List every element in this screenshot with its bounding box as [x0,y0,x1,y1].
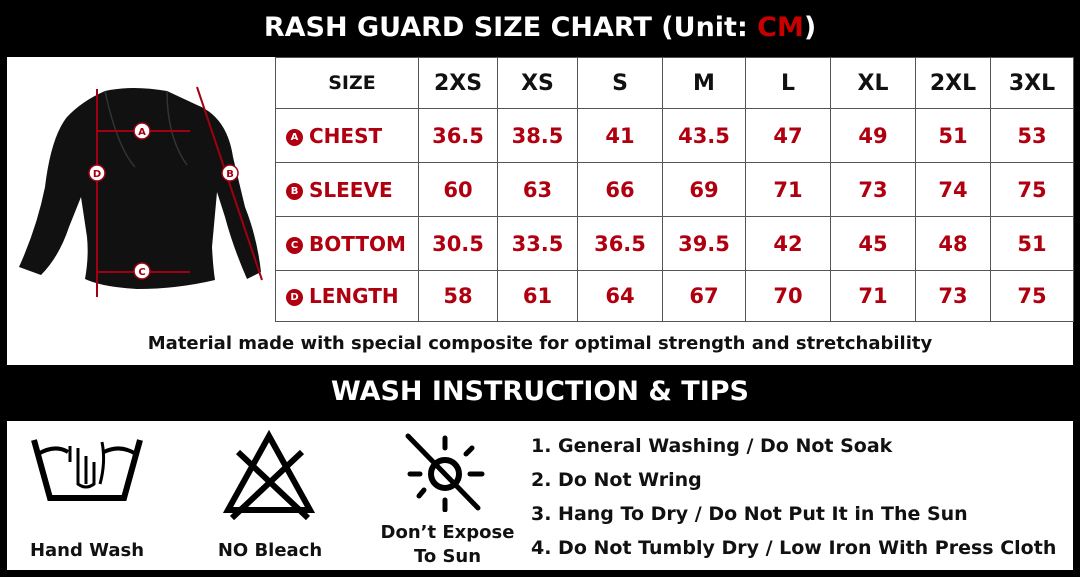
size-col: 2XS [418,57,498,109]
marker-c [133,262,151,280]
table-cell: 30.5 [418,216,498,271]
badge-d: D [286,289,303,306]
svg-text:B: B [226,169,234,180]
table-cell: 74 [915,162,991,217]
badge-b: B [286,182,303,200]
table-header-row: SIZE 2XS XS S M L XL 2XL 3XL [275,57,1074,109]
wash-panel [7,421,1073,570]
tip-item: 3. Hang To Dry / Do Not Put It in The Su… [531,503,968,525]
no-sun-label-line1: Don’t Expose [380,522,515,543]
label-text: CHEST [309,123,383,148]
table-cell: 49 [830,108,916,163]
table-cell: 33.5 [497,216,578,271]
label-text: SLEEVE [309,177,393,202]
title-suffix: ) [803,12,817,43]
size-table: SIZE 2XS XS S M L XL 2XL 3XL A CHEST 36.5 3… [275,57,1074,322]
size-col: XL [830,57,916,109]
badge-a: A [286,128,303,146]
table-cell: 75 [990,270,1074,322]
wash-title: WASH INSTRUCTION & TIPS [331,376,749,407]
wash-tips: 1. General Washing / Do Not Soak 2. Do N… [531,432,1056,568]
marker-a [133,122,151,140]
size-header: SIZE [275,57,419,109]
table-cell: 47 [745,108,831,163]
svg-text:C: C [138,267,145,278]
table-cell: 53 [990,108,1074,163]
marker-b [221,164,239,182]
measurement-label: C BOTTOM [275,216,419,271]
measurement-label: B SLEEVE [275,162,419,217]
tip-item: 4. Do Not Tumbly Dry / Low Iron With Pre… [531,537,1057,559]
table-cell: 42 [745,216,831,271]
size-col: S [577,57,663,109]
table-cell: 71 [745,162,831,217]
table-cell: 60 [418,162,498,217]
table-cell: 36.5 [418,108,498,163]
tip-item: 2. Do Not Wring [531,469,702,491]
table-cell: 51 [915,108,991,163]
table-cell: 58 [418,270,498,322]
table-cell: 70 [745,270,831,322]
svg-text:A: A [138,127,146,138]
svg-text:D: D [93,169,101,180]
table-row: C BOTTOM 30.5 33.5 36.5 39.5 42 45 48 51 [275,216,1074,271]
table-cell: 63 [497,162,578,217]
table-cell: 61 [497,270,578,322]
rash-guard-diagram: A D B C [19,86,263,297]
badge-c: C [286,236,303,254]
material-note: Material made with special composite for… [147,333,933,354]
table-cell: 39.5 [662,216,746,271]
measurement-label: A CHEST [275,108,419,163]
table-cell: 75 [990,162,1074,217]
size-col: M [662,57,746,109]
no-bleach-label: NO Bleach [217,540,323,561]
table-cell: 73 [830,162,916,217]
table-cell: 69 [662,162,746,217]
table-cell: 67 [662,270,746,322]
size-col: 3XL [990,57,1074,109]
table-cell: 66 [577,162,663,217]
hand-wash-icon [31,439,143,501]
table-cell: 48 [915,216,991,271]
no-sun-label-line2: To Sun [413,546,482,567]
table-row: B SLEEVE 60 63 66 69 71 73 74 75 [275,162,1074,217]
no-sun-icon [405,433,485,512]
size-col: L [745,57,831,109]
size-col: 2XL [915,57,991,109]
table-cell: 38.5 [497,108,578,163]
marker-d [88,164,106,182]
table-cell: 51 [990,216,1074,271]
table-cell: 73 [915,270,991,322]
table-row: A CHEST 36.5 38.5 41 43.5 47 49 51 53 [275,108,1074,163]
size-col: XS [497,57,578,109]
title-unit: CM [757,12,804,43]
chart-title: RASH GUARD SIZE CHART (Unit: CM) [0,12,1080,43]
table-cell: 71 [830,270,916,322]
measurement-label: D LENGTH [275,270,419,322]
title-text: RASH GUARD SIZE CHART (Unit: [263,12,758,43]
table-cell: 41 [577,108,663,163]
hand-wash-label: Hand Wash [29,540,145,561]
table-cell: 45 [830,216,916,271]
label-text: LENGTH [309,284,399,308]
label-text: BOTTOM [309,231,406,256]
table-cell: 36.5 [577,216,663,271]
no-sun-label: Don’t Expose To Sun [380,521,515,569]
no-bleach-icon [222,430,316,520]
table-row: D LENGTH 58 61 64 67 70 71 73 75 [275,270,1074,322]
table-cell: 43.5 [662,108,746,163]
tip-item: 1. General Washing / Do Not Soak [531,435,893,457]
table-cell: 64 [577,270,663,322]
